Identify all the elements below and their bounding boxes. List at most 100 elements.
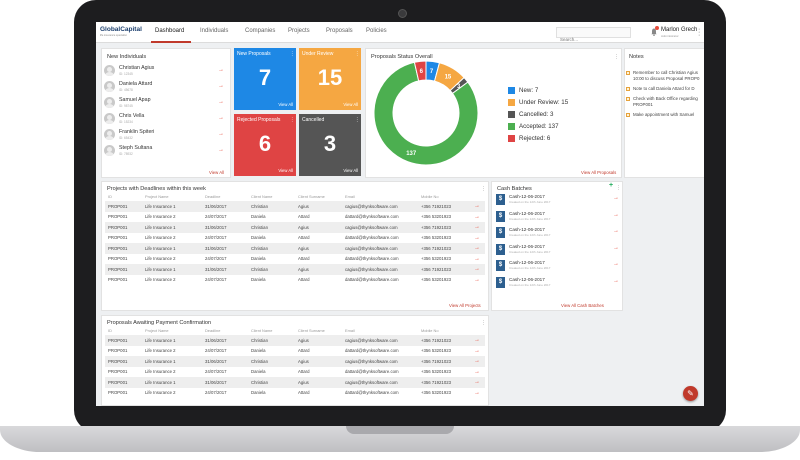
tile-menu-icon[interactable]: · · · xyxy=(291,115,293,125)
tile-view-all-link[interactable]: View All xyxy=(278,102,293,107)
column-header[interactable]: Client Name xyxy=(251,194,273,199)
tile-menu-icon[interactable]: · · · xyxy=(356,49,358,59)
table-row[interactable]: PROP001 Life Insurance 1 31/06/2017 Christi… xyxy=(105,222,485,233)
brand-logo[interactable]: GlobalCapital life insurance specialist xyxy=(100,26,144,40)
note-checkbox[interactable] xyxy=(626,87,630,91)
view-all-individuals-link[interactable]: View All xyxy=(209,170,224,175)
arrow-right-icon[interactable]: → xyxy=(469,387,485,398)
arrow-right-icon[interactable]: → xyxy=(218,115,224,121)
tile-view-all-link[interactable]: View All xyxy=(343,102,358,107)
arrow-right-icon[interactable]: → xyxy=(469,243,485,254)
panel-menu-icon[interactable]: · · · xyxy=(482,318,485,328)
tab-projects[interactable]: Projects xyxy=(288,28,310,34)
table-row[interactable]: PROP001 Life Insurance 1 31/06/2017 Christi… xyxy=(105,264,485,275)
column-header[interactable]: Mobile No xyxy=(421,194,439,199)
tile-view-all-link[interactable]: View All xyxy=(278,168,293,173)
table-row[interactable]: PROP001 Life Insurance 2 24/07/2017 Daniela… xyxy=(105,253,485,264)
table-row[interactable]: PROP001 Life Insurance 1 31/06/2017 Christi… xyxy=(105,243,485,254)
rejected-proposals-tile[interactable]: Rejected Proposals · · · 6 View All xyxy=(234,114,296,176)
table-row[interactable]: PROP001 Life Insurance 1 31/06/2017 Christi… xyxy=(105,201,485,212)
arrow-right-icon[interactable]: → xyxy=(218,99,224,105)
note-checkbox[interactable] xyxy=(626,97,630,101)
view-all-cash-batches-link[interactable]: View All Cash Batches xyxy=(561,303,604,308)
cash-batch-item[interactable]: $ Cash-12-06-2017 Created on the 12th June… xyxy=(496,210,622,224)
cash-batch-item[interactable]: $ Cash-12-06-2017 Created on the 12th June… xyxy=(496,259,622,273)
note-checkbox[interactable] xyxy=(626,113,630,117)
arrow-right-icon[interactable]: → xyxy=(613,244,619,251)
column-header[interactable]: ID xyxy=(108,328,112,333)
arrow-right-icon[interactable]: → xyxy=(613,261,619,267)
individual-item[interactable]: Christian Agius ID: 12345 xyxy=(104,64,224,79)
column-header[interactable]: Client Surname xyxy=(298,328,325,333)
donut-slice-rejected[interactable] xyxy=(413,60,427,82)
cash-batch-item[interactable]: $ Cash-12-06-2017 Created on the 12th June… xyxy=(496,243,622,257)
arrow-right-icon[interactable]: → xyxy=(469,264,485,275)
table-row[interactable]: PROP001 Life Insurance 2 24/07/2017 Daniela… xyxy=(105,232,485,243)
table-row[interactable]: PROP001 Life Insurance 2 24/07/2017 Daniela… xyxy=(105,211,485,222)
arrow-right-icon[interactable]: → xyxy=(613,277,619,284)
cash-batch-item[interactable]: $ Cash-12-06-2017 Created on the 12th June… xyxy=(496,276,622,290)
table-row[interactable]: PROP001 Life Insurance 2 24/07/2017 Daniela… xyxy=(105,366,485,377)
arrow-right-icon[interactable]: → xyxy=(469,345,485,356)
tile-menu-icon[interactable]: · · · xyxy=(291,49,293,59)
arrow-right-icon[interactable]: → xyxy=(218,67,224,73)
table-row[interactable]: PROP001 Life Insurance 1 31/06/2017 Christi… xyxy=(105,356,485,367)
edit-fab-button[interactable]: ✎ xyxy=(683,386,698,401)
individual-item[interactable]: Chris Vella ID: 15234 xyxy=(104,112,224,127)
individual-item[interactable]: Samuel Apap ID: 98745 xyxy=(104,96,224,111)
arrow-right-icon[interactable]: → xyxy=(218,83,224,89)
table-row[interactable]: PROP001 Life Insurance 1 31/06/2017 Christi… xyxy=(105,335,485,346)
user-menu-icon[interactable]: · · · xyxy=(698,26,701,39)
column-header[interactable]: Email xyxy=(345,194,355,199)
note-checkbox[interactable] xyxy=(626,71,630,75)
individual-item[interactable]: Franklin Spiteri ID: 65432 xyxy=(104,128,224,143)
individual-item[interactable]: Daniela Attard ID: 45678 xyxy=(104,80,224,95)
view-all-proposals-link[interactable]: View All Proposals xyxy=(581,170,617,175)
column-header[interactable]: ID xyxy=(108,194,112,199)
arrow-right-icon[interactable]: → xyxy=(218,131,224,137)
arrow-right-icon[interactable]: → xyxy=(469,335,485,346)
cancelled-tile[interactable]: Cancelled · · · 3 View All xyxy=(299,114,361,176)
tab-dashboard[interactable]: Dashboard xyxy=(155,28,185,34)
cash-batch-item[interactable]: $ Cash-12-06-2017 Created on the 12th June… xyxy=(496,193,622,207)
tab-companies[interactable]: Companies xyxy=(245,28,276,34)
column-header[interactable]: Client Name xyxy=(251,328,273,333)
column-header[interactable]: Deadline xyxy=(205,328,221,333)
tab-individuals[interactable]: Individuals xyxy=(200,28,229,34)
user-name[interactable]: Marlon Grech xyxy=(661,27,698,33)
panel-menu-icon[interactable]: · · · xyxy=(617,183,620,193)
search-input[interactable] xyxy=(557,35,630,44)
table-row[interactable]: PROP001 Life Insurance 2 24/07/2017 Daniela… xyxy=(105,274,485,285)
arrow-right-icon[interactable]: → xyxy=(469,232,485,243)
arrow-right-icon[interactable]: → xyxy=(469,356,485,367)
arrow-right-icon[interactable]: → xyxy=(613,211,619,218)
table-row[interactable]: PROP001 Life Insurance 1 31/06/2017 Christi… xyxy=(105,377,485,388)
arrow-right-icon[interactable]: → xyxy=(469,366,485,377)
arrow-right-icon[interactable]: → xyxy=(469,211,485,222)
tile-view-all-link[interactable]: View All xyxy=(343,168,358,173)
arrow-right-icon[interactable]: → xyxy=(469,377,485,388)
tile-menu-icon[interactable]: · · · xyxy=(356,115,358,125)
bell-icon[interactable] xyxy=(651,28,657,36)
view-all-projects-link[interactable]: View All Projects xyxy=(449,303,481,308)
arrow-right-icon[interactable]: → xyxy=(613,228,619,234)
search-box[interactable] xyxy=(556,27,631,44)
arrow-right-icon[interactable]: → xyxy=(469,201,485,212)
arrow-right-icon[interactable]: → xyxy=(613,195,619,201)
column-header[interactable]: Mobile No xyxy=(421,328,439,333)
table-row[interactable]: PROP001 Life Insurance 2 24/07/2017 Daniela… xyxy=(105,387,485,398)
column-header[interactable]: Client Surname xyxy=(298,194,325,199)
column-header[interactable]: Project Name xyxy=(145,194,169,199)
arrow-right-icon[interactable]: → xyxy=(469,222,485,233)
panel-menu-icon[interactable]: · · · xyxy=(482,184,485,194)
column-header[interactable]: Email xyxy=(345,328,355,333)
cash-batch-item[interactable]: $ Cash-12-06-2017 Created on the 12th June… xyxy=(496,226,622,240)
donut-slice-accepted[interactable] xyxy=(373,61,479,166)
panel-menu-icon[interactable]: · · · xyxy=(615,52,618,62)
column-header[interactable]: Project Name xyxy=(145,328,169,333)
tab-proposals[interactable]: Proposals xyxy=(326,28,353,34)
arrow-right-icon[interactable]: → xyxy=(218,147,224,153)
table-row[interactable]: PROP001 Life Insurance 2 24/07/2017 Daniela… xyxy=(105,345,485,356)
tab-policies[interactable]: Policies xyxy=(366,28,387,34)
column-header[interactable]: Deadline xyxy=(205,194,221,199)
